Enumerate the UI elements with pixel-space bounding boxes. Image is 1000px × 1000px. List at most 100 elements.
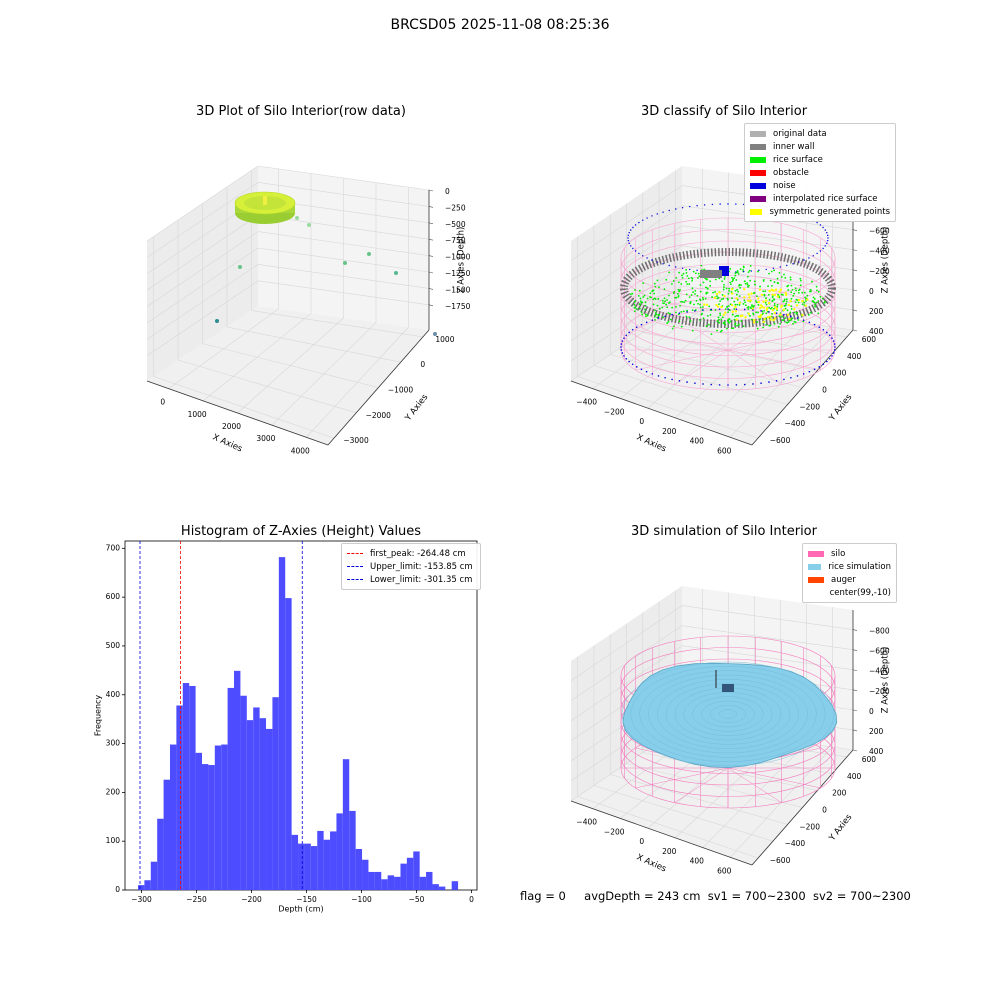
noise-point <box>812 255 814 257</box>
symmetric-point <box>769 318 772 321</box>
rice-surface-point <box>644 301 647 304</box>
noise-point <box>719 203 721 205</box>
noise-point <box>642 255 644 257</box>
x-tick-label: 0 <box>639 837 644 846</box>
rice-surface-point <box>691 329 694 332</box>
z-axis-label: Z Axies (Depth) <box>881 227 891 294</box>
rice-surface-point <box>654 298 657 301</box>
rice-surface-point <box>736 324 738 327</box>
noise-point <box>628 331 630 334</box>
z-tick-mark <box>428 206 434 208</box>
histogram-bar <box>240 695 247 890</box>
rice-surface-point <box>694 272 697 275</box>
z-tick-mark <box>852 269 858 272</box>
rice-surface-point <box>736 288 739 291</box>
histogram-bar <box>323 839 331 890</box>
noise-point <box>694 310 696 312</box>
z-tick-label: −250 <box>445 203 466 212</box>
rice-surface-point <box>708 323 710 326</box>
rice-surface-point <box>711 296 713 298</box>
x-tick-label: −150 <box>296 895 317 904</box>
histogram-bar <box>176 705 183 890</box>
legend-label: original data <box>773 128 827 139</box>
y-tick-label: 300 <box>106 739 121 748</box>
rice-surface-point <box>790 305 793 308</box>
legend-label: auger <box>831 574 856 585</box>
histogram-bar <box>298 843 305 890</box>
legend-label: Upper_limit: -153.85 cm <box>370 561 473 572</box>
histogram-bar <box>202 764 209 890</box>
rice-surface-point <box>738 284 740 287</box>
grid-z-left <box>146 264 259 340</box>
rice-surface-point <box>751 305 753 307</box>
rice-surface-point <box>735 293 738 296</box>
z-tick-mark <box>428 271 434 274</box>
z-tick-mark <box>852 309 858 312</box>
symmetric-point <box>768 290 771 293</box>
rice-surface-point <box>790 297 793 300</box>
noise-point <box>808 370 811 373</box>
rice-surface-point <box>720 298 723 301</box>
rice-surface-point <box>771 313 773 315</box>
y-tick-label: −200 <box>799 402 820 411</box>
grid-z-back <box>257 264 430 289</box>
legend-item-center: center(99,-10) <box>808 586 891 599</box>
rice-surface-point <box>742 325 745 328</box>
z-tick-mark <box>852 249 858 252</box>
symmetric-point <box>771 308 774 312</box>
rice-surface-point <box>645 313 647 316</box>
rice-surface-point <box>663 288 666 291</box>
noise-point <box>651 259 653 261</box>
rice-surface-point <box>688 316 691 319</box>
rice-surface-point <box>694 289 697 292</box>
noise-point <box>833 349 836 351</box>
noise-point <box>802 319 805 321</box>
histogram-bar <box>189 685 196 890</box>
rice-surface-point <box>749 314 751 317</box>
rice-surface-point <box>690 294 693 296</box>
rice-surface-point <box>813 298 816 300</box>
grid-z-left <box>570 305 683 382</box>
rice-surface-point <box>729 267 732 270</box>
y-tick-label: −600 <box>770 436 791 445</box>
x-tick-label: −200 <box>604 407 625 416</box>
histogram-bar <box>278 557 286 890</box>
scatter-point <box>433 332 437 336</box>
symmetric-point <box>766 316 770 319</box>
rice-surface-point <box>762 280 765 282</box>
silo-wireframe-spoke <box>674 315 729 351</box>
noise-point <box>631 363 634 366</box>
legend-item-original: original data <box>750 127 890 140</box>
symmetric-point <box>705 303 709 307</box>
symmetric-point <box>773 293 777 297</box>
noise-point <box>634 224 637 226</box>
rice-surface-point <box>792 322 794 325</box>
y-tick-label: 200 <box>832 369 847 378</box>
z-tick-mark <box>852 629 858 631</box>
noise-point <box>638 252 640 255</box>
noise-point <box>689 205 691 208</box>
histogram-bar <box>368 871 375 890</box>
histogram-bar <box>381 879 388 890</box>
noise-point <box>813 368 816 371</box>
noise-point <box>635 366 638 368</box>
rice-surface-point <box>806 294 809 297</box>
symmetric-point <box>774 317 777 320</box>
noise-point <box>783 313 785 316</box>
noise-point <box>671 378 673 381</box>
rice-surface-point <box>677 295 680 298</box>
rice-surface-point <box>657 297 660 300</box>
rice-surface-point <box>685 315 688 318</box>
rice-surface-point <box>791 317 794 320</box>
rice-surface-point <box>765 323 768 326</box>
rice-surface-point <box>653 292 656 295</box>
rice-surface-point <box>732 279 735 281</box>
rice-surface-point <box>705 278 708 281</box>
rice-simulation-mesh <box>692 696 764 732</box>
symmetric-point <box>789 299 792 303</box>
grid-y <box>610 354 788 405</box>
rice-surface-point <box>661 306 664 309</box>
rice-surface-point <box>748 269 751 272</box>
noise-point <box>686 311 688 313</box>
rice-surface-point <box>649 292 652 295</box>
